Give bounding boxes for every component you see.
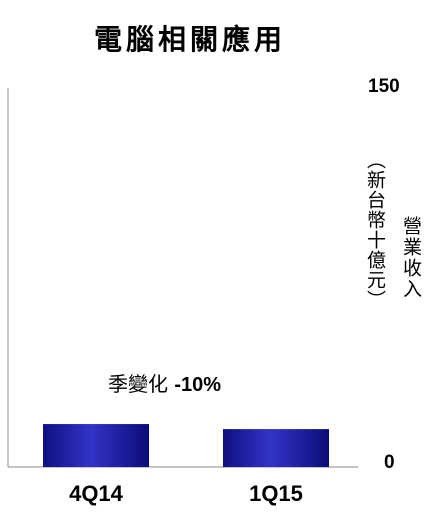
y-axis-unit: （新台幣十億元） xyxy=(364,150,386,310)
x-tick-4q14: 4Q14 xyxy=(69,481,123,506)
x-tick-1q15: 1Q15 xyxy=(249,481,303,506)
y-tick-zero: 0 xyxy=(384,452,395,473)
change-value: -10% xyxy=(174,374,222,396)
change-label: 季變化 xyxy=(108,372,168,396)
bar-4q14 xyxy=(43,424,149,467)
chart-title: 電腦相關應用 xyxy=(93,23,286,56)
y-tick-max: 150 xyxy=(368,76,400,97)
change-annotation: 季變化 -10% xyxy=(108,368,221,397)
y-axis-label: 營業收入 xyxy=(400,216,422,300)
bar-1q15 xyxy=(223,429,329,467)
